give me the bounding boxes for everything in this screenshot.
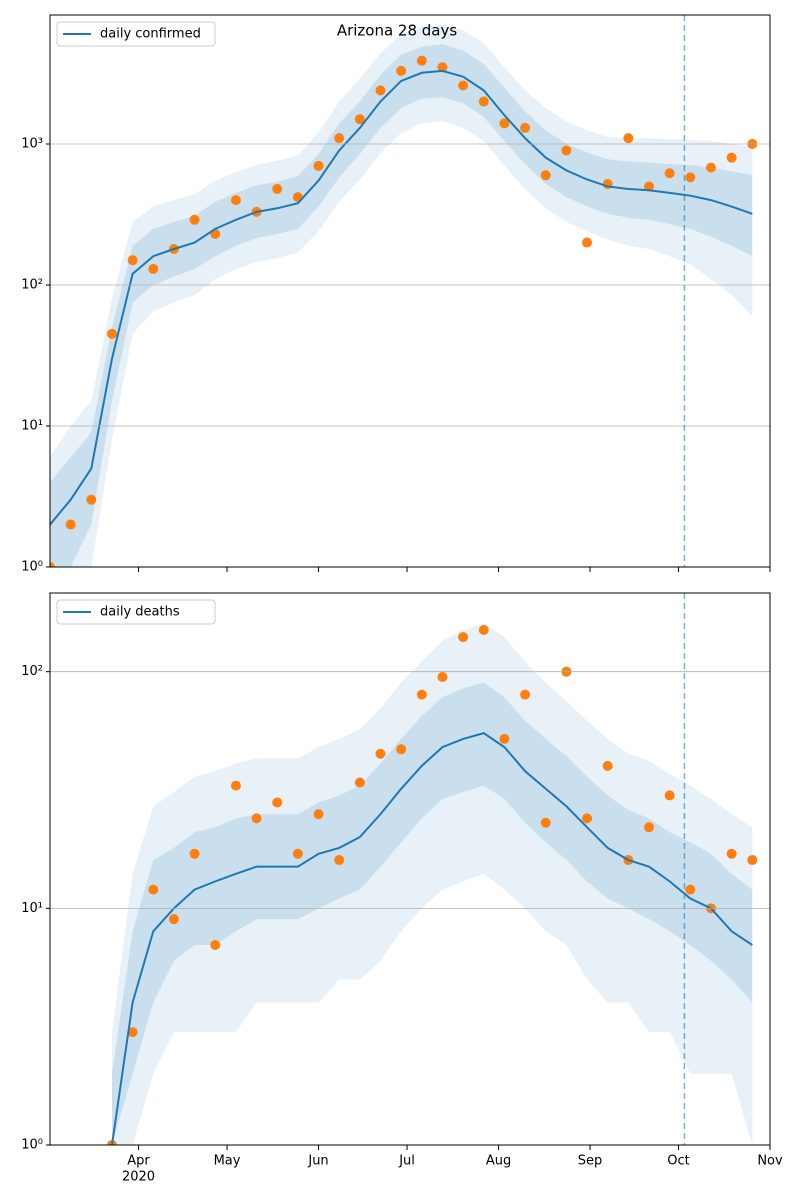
point <box>106 328 117 339</box>
point <box>685 884 696 895</box>
point <box>313 809 324 820</box>
x-tick-label: Nov <box>757 1154 783 1169</box>
point <box>520 122 531 133</box>
x-tick-label: Sep <box>578 1154 603 1169</box>
band <box>111 682 753 1145</box>
point <box>127 255 138 266</box>
point <box>230 195 241 206</box>
point <box>416 55 427 66</box>
y-tick-label: 10² <box>21 277 43 292</box>
y-tick-label: 10¹ <box>21 418 43 433</box>
point <box>334 855 345 866</box>
point <box>582 237 593 248</box>
point <box>478 96 489 107</box>
point <box>437 671 448 682</box>
point <box>499 118 510 129</box>
plot-area <box>106 623 758 1145</box>
x-tick-label: Aug <box>486 1154 511 1169</box>
point <box>582 813 593 824</box>
point <box>664 168 675 179</box>
point <box>437 62 448 73</box>
y-tick-label: 10¹ <box>21 901 43 916</box>
point <box>705 162 716 173</box>
plot-area <box>50 24 758 567</box>
point <box>644 822 655 833</box>
point <box>313 160 324 171</box>
x-tick-label: Oct <box>667 1154 689 1169</box>
point <box>726 848 737 859</box>
point <box>561 145 572 156</box>
point <box>602 760 613 771</box>
point <box>189 214 200 225</box>
point <box>396 744 407 755</box>
point <box>375 85 386 96</box>
point <box>168 914 179 925</box>
point <box>623 133 634 144</box>
point <box>251 813 262 824</box>
point <box>292 848 303 859</box>
point <box>478 625 489 636</box>
point <box>664 790 675 801</box>
legend-box <box>56 21 216 47</box>
y-tick-label: 10⁰ <box>21 560 43 575</box>
line <box>110 732 753 1145</box>
x-tick-label: Jul <box>398 1154 415 1169</box>
point <box>396 65 407 76</box>
point <box>520 689 531 700</box>
y-tick-label: 10² <box>21 664 43 679</box>
point <box>354 114 365 125</box>
point <box>540 817 551 828</box>
point <box>726 152 737 163</box>
point <box>272 797 283 808</box>
point <box>685 172 696 183</box>
y-tick-label: 10⁰ <box>21 1138 43 1153</box>
point <box>189 848 200 859</box>
point <box>334 133 345 144</box>
axes-frame <box>49 14 771 568</box>
x-tick-label: Jun <box>307 1154 328 1169</box>
point <box>230 780 241 791</box>
chart-title: Arizona 28 days <box>337 22 458 40</box>
x-tick-label: May <box>214 1154 241 1169</box>
legend-box <box>56 599 216 625</box>
line <box>50 69 753 526</box>
point <box>127 1027 138 1038</box>
point <box>354 777 365 788</box>
band <box>111 623 753 1145</box>
legend-label: daily confirmed <box>100 27 201 42</box>
point <box>86 494 97 505</box>
point <box>210 939 221 950</box>
legend-label: daily deaths <box>100 605 180 620</box>
point <box>499 733 510 744</box>
x-year-label: 2020 <box>122 1170 155 1185</box>
point <box>458 632 469 643</box>
point <box>540 170 551 181</box>
y-tick-label: 10³ <box>21 136 43 151</box>
x-tick-label: Apr <box>127 1154 150 1169</box>
point <box>416 689 427 700</box>
point <box>50 562 55 567</box>
point <box>375 748 386 759</box>
point <box>148 884 159 895</box>
point <box>458 80 469 91</box>
point <box>644 181 655 192</box>
point <box>65 519 76 530</box>
point <box>148 263 159 274</box>
band <box>50 24 753 567</box>
point <box>747 855 758 866</box>
point <box>272 183 283 194</box>
axes-frame <box>49 592 771 1146</box>
